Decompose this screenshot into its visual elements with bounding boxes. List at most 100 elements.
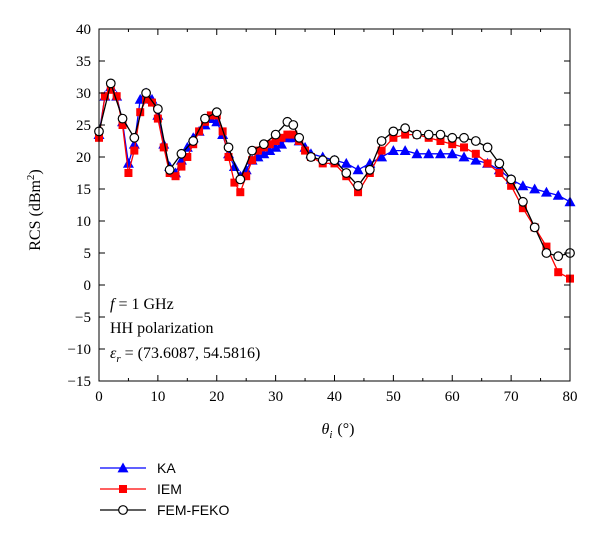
data-point-fem-feko xyxy=(400,123,411,134)
data-point-ka xyxy=(458,151,470,162)
x-tick-label: 80 xyxy=(563,389,578,405)
data-point-fem-feko xyxy=(388,126,399,137)
data-point-fem-feko xyxy=(294,132,305,143)
data-point-fem-feko xyxy=(459,132,469,143)
data-point-fem-feko xyxy=(506,174,517,185)
y-tick-label: 15 xyxy=(76,182,91,198)
data-point-fem-feko xyxy=(235,174,246,185)
y-axis-label: RCS (dBm2) xyxy=(25,169,44,251)
data-point-fem-feko xyxy=(223,142,234,153)
data-point-ka xyxy=(517,180,529,191)
data-point-fem-feko xyxy=(105,78,116,89)
y-tick-label: 20 xyxy=(76,150,91,166)
data-point-iem xyxy=(171,172,180,181)
series-line-ka xyxy=(98,85,571,203)
data-point-fem-feko xyxy=(447,132,458,143)
data-point-ka xyxy=(270,141,282,152)
data-point-iem xyxy=(236,188,245,197)
data-point-iem xyxy=(542,242,551,251)
y-tick-label: −15 xyxy=(68,374,91,390)
data-point-fem-feko xyxy=(129,132,140,143)
x-tick-label: 0 xyxy=(95,389,103,405)
data-point-iem xyxy=(265,140,274,149)
data-point-fem-feko xyxy=(518,196,528,207)
data-point-ka xyxy=(387,145,399,155)
annotation-polarization: HH polarization xyxy=(110,320,214,337)
x-axis-label: θi (°) xyxy=(322,421,355,441)
data-point-ka xyxy=(399,145,411,155)
data-point-fem-feko xyxy=(211,107,222,118)
legend-marker xyxy=(117,462,129,473)
data-point-iem xyxy=(159,143,168,152)
data-point-iem xyxy=(100,92,109,101)
data-point-ka xyxy=(540,186,552,197)
data-point-fem-feko xyxy=(341,168,352,178)
x-tick-label: 20 xyxy=(209,389,224,405)
data-point-ka xyxy=(340,157,352,168)
y-tick-label: 40 xyxy=(76,22,91,38)
data-point-iem xyxy=(277,133,286,142)
data-point-ka xyxy=(258,148,270,159)
y-tick-label: 10 xyxy=(76,214,91,230)
data-point-ka xyxy=(411,148,423,159)
data-point-iem xyxy=(518,204,527,213)
data-point-fem-feko xyxy=(188,136,199,146)
y-axis-label-text: RCS (dBm xyxy=(27,180,44,251)
y-tick-label: −5 xyxy=(75,310,91,326)
series-line-iem xyxy=(98,88,571,280)
data-point-iem xyxy=(136,108,145,117)
data-point-fem-feko xyxy=(364,164,375,175)
plot-area xyxy=(93,78,576,283)
x-tick-label: 10 xyxy=(150,389,165,405)
data-point-ka xyxy=(376,151,388,162)
data-point-ka xyxy=(264,145,276,155)
data-point-fem-feko xyxy=(270,129,281,140)
x-axis-label-subscript: i xyxy=(329,429,332,441)
data-point-iem xyxy=(253,146,262,155)
data-point-iem xyxy=(177,162,186,171)
data-point-iem xyxy=(283,130,292,139)
legend-marker xyxy=(119,485,127,493)
data-point-iem xyxy=(289,130,298,139)
data-point-iem xyxy=(142,95,151,104)
data-point-iem xyxy=(130,146,139,155)
data-point-iem xyxy=(112,92,121,101)
svg-text:f = 1 GHz: f = 1 GHz xyxy=(110,296,174,313)
data-point-fem-feko xyxy=(553,251,564,262)
data-point-fem-feko xyxy=(423,129,434,140)
data-point-iem xyxy=(436,137,445,145)
legend-label: FEM-FEKO xyxy=(157,502,229,518)
svg-text:RCS (dBm2): RCS (dBm2) xyxy=(25,169,44,251)
data-point-iem xyxy=(495,169,504,177)
y-tick-label: 5 xyxy=(84,246,92,262)
annotation-eps-subscript: r xyxy=(116,353,121,365)
data-point-fem-feko xyxy=(306,152,316,162)
data-point-ka xyxy=(122,157,134,168)
data-point-iem xyxy=(389,133,398,142)
annotation-frequency-var: f xyxy=(110,296,117,313)
data-point-fem-feko xyxy=(470,136,481,146)
data-point-fem-feko xyxy=(117,113,128,124)
legend: KA IEM FEM-FEKO xyxy=(100,460,229,518)
data-point-fem-feko xyxy=(288,120,299,130)
x-tick-label: 60 xyxy=(445,389,460,405)
data-point-ka xyxy=(128,138,140,149)
data-point-fem-feko xyxy=(317,155,328,166)
data-point-fem-feko xyxy=(482,142,493,153)
y-tick-label: 25 xyxy=(76,118,91,134)
legend-label: IEM xyxy=(157,481,182,497)
y-axis-label-superscript: 2 xyxy=(25,175,37,181)
y-tick-label: 35 xyxy=(76,54,91,70)
data-point-fem-feko xyxy=(435,129,446,140)
annotation-frequency-rest: = 1 GHz xyxy=(114,296,173,313)
data-point-iem xyxy=(242,172,251,181)
data-point-iem xyxy=(483,159,492,168)
data-point-fem-feko xyxy=(376,136,387,146)
axes: 0 10 20 30 40 50 60 70 80 −15 −10 −5 0 5 10 15 20 25 30 35 4… xyxy=(68,22,578,405)
y-tick-label: 30 xyxy=(76,86,91,102)
data-point-iem xyxy=(118,121,127,129)
data-point-iem xyxy=(183,153,192,161)
data-point-iem xyxy=(448,140,457,149)
data-point-fem-feko xyxy=(353,180,363,191)
